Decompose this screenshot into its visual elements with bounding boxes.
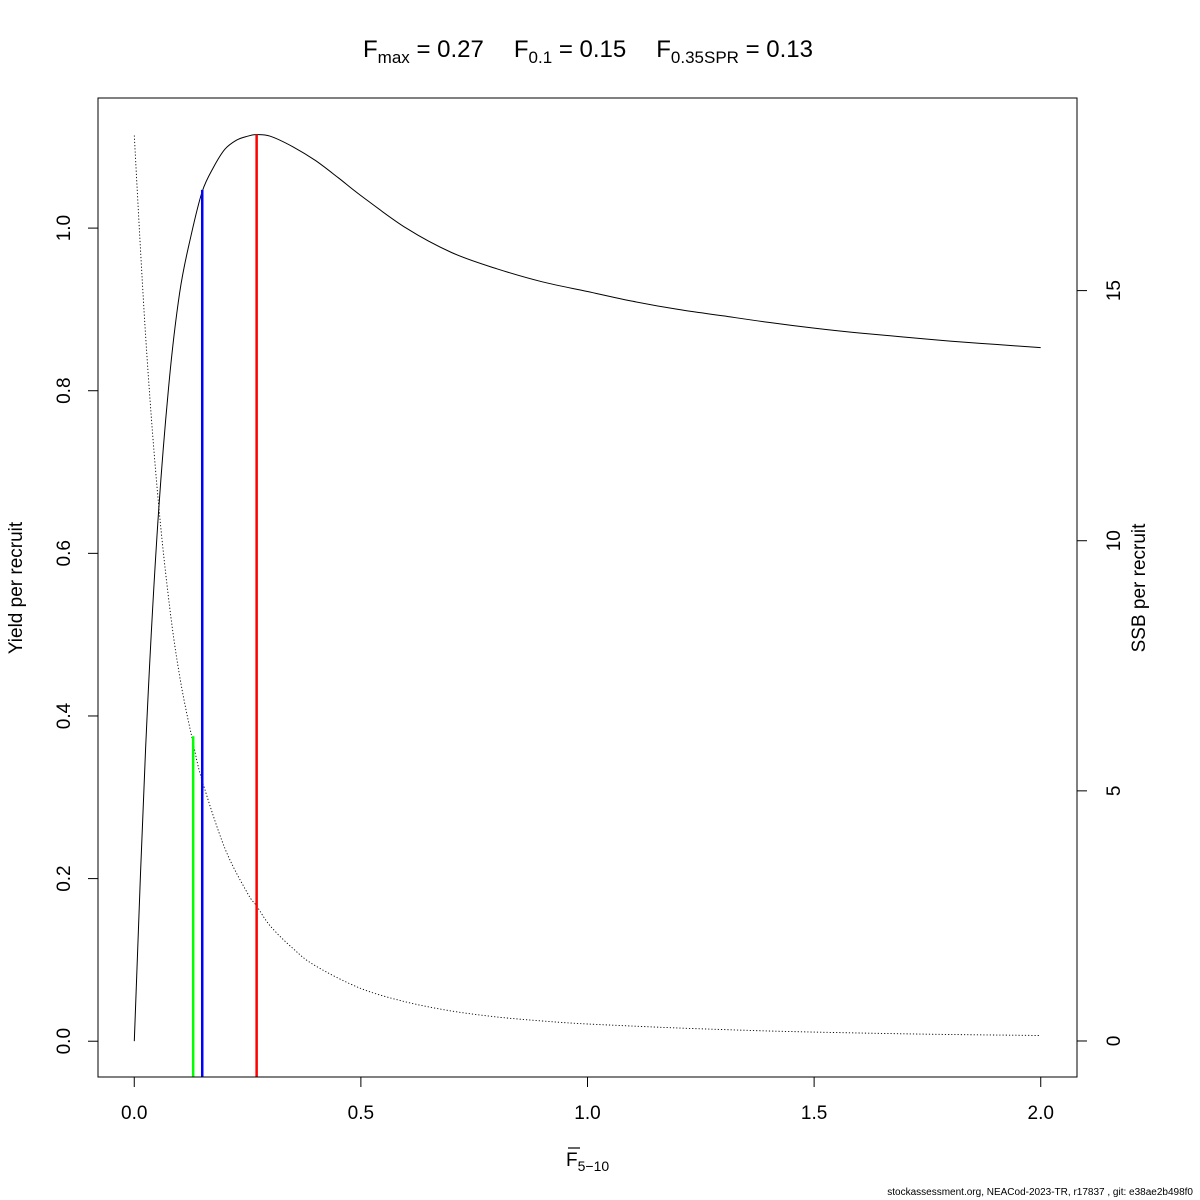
ssb-per-recruit-line: [133, 135, 1041, 1036]
x-tick-label: 1.5: [801, 1103, 827, 1124]
series-layer: [133, 134, 1041, 1042]
x-axis: 0.0 0.5 1.0 1.5 2.0: [121, 1076, 1054, 1124]
y-right-tick-label: 15: [1104, 280, 1125, 301]
y-right-tick-label: 10: [1104, 530, 1125, 551]
x-tick-label: 2.0: [1028, 1103, 1054, 1124]
title-f01-sub: 0.1: [529, 48, 553, 67]
y-left-tick-label: 0.2: [54, 865, 75, 891]
x-tick-label: 0.0: [121, 1103, 147, 1124]
y-axis-right: 0 5 10 15: [1076, 280, 1125, 1047]
y-axis-right-title: SSB per recruit: [1129, 523, 1150, 653]
y-left-tick-label: 1.0: [54, 215, 75, 241]
reference-lines: [191, 134, 258, 1077]
y-left-tick-label: 0.0: [54, 1028, 75, 1054]
chart-title: Fmax = 0.27 F0.1 = 0.15 F0.35SPR = 0.13: [363, 36, 813, 67]
title-fspr-main: F: [656, 36, 671, 63]
title-fspr-sub: 0.35SPR: [671, 48, 739, 67]
plot-frame: [97, 97, 1078, 1078]
y-left-tick-label: 0.4: [54, 702, 75, 729]
svg-text:F5−10: F5−10: [566, 1150, 609, 1174]
x-axis-title-main: F: [566, 1150, 578, 1171]
y-left-tick-label: 0.8: [54, 377, 75, 403]
y-axis-left-title: Yield per recruit: [6, 521, 27, 654]
y-left-tick-label: 0.6: [54, 540, 75, 566]
title-fmax-main: F: [363, 36, 378, 63]
x-tick-label: 1.0: [574, 1103, 600, 1124]
title-fmax-sub: max: [378, 48, 411, 67]
x-axis-title-sub: 5−10: [578, 1158, 610, 1174]
x-axis-title: F5−10: [566, 1147, 609, 1174]
title-f01-main: F: [514, 36, 529, 63]
yield-per-recruit-line: [133, 134, 1041, 1042]
y-axis-left: 0.0 0.2 0.4 0.6 0.8 1.0: [54, 215, 99, 1054]
footer-credit: stockassessment.org, NEACod-2023-TR, r17…: [887, 1187, 1193, 1198]
x-tick-label: 0.5: [348, 1103, 374, 1124]
title-f01-eq: = 0.15: [552, 36, 626, 63]
title-fspr-eq: = 0.13: [739, 36, 813, 63]
title-fmax-eq: = 0.27: [410, 36, 484, 63]
y-right-tick-label: 0: [1104, 1036, 1125, 1047]
y-right-tick-label: 5: [1104, 786, 1125, 797]
